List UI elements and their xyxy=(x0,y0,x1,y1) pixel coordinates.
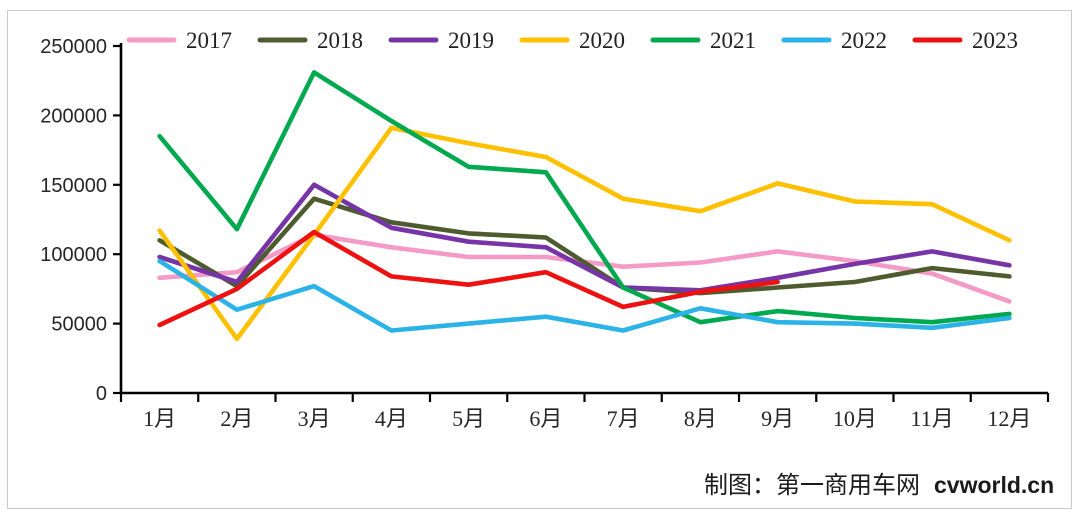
legend-item-2017: 2017 xyxy=(126,28,232,53)
month-label: 4月 xyxy=(375,406,408,431)
legend-item-2023: 2023 xyxy=(912,28,1018,53)
y-tick-label: 200000 xyxy=(40,105,107,127)
y-tick-label: 250000 xyxy=(40,36,107,58)
legend-item-2020: 2020 xyxy=(519,28,625,53)
chart-legend: 2017 2018 2019 2020 2021 2022 2023 xyxy=(126,28,1018,53)
month-label: 2月 xyxy=(220,406,253,431)
legend-item-2022: 2022 xyxy=(781,28,887,53)
caption-maker: 制图：第一商用车网 xyxy=(704,472,920,499)
figure-frame xyxy=(7,10,1072,509)
series-line-2019 xyxy=(157,182,1012,293)
series-line-2022 xyxy=(157,258,1012,333)
legend-label-2017: 2017 xyxy=(186,28,232,53)
y-tick-label: 100000 xyxy=(40,244,107,266)
series-line-2021 xyxy=(157,70,1012,325)
month-label: 7月 xyxy=(607,406,640,431)
legend-label-2019: 2019 xyxy=(448,28,494,53)
caption-site-link: cvworld.cn xyxy=(934,472,1054,498)
legend-label-2023: 2023 xyxy=(972,28,1018,53)
month-label: 1月 xyxy=(143,406,176,431)
series-line-2018 xyxy=(157,196,1012,296)
month-label: 12月 xyxy=(987,406,1031,431)
month-label: 5月 xyxy=(452,406,485,431)
month-label: 6月 xyxy=(529,406,562,431)
legend-item-2021: 2021 xyxy=(650,28,756,53)
month-label: 9月 xyxy=(761,406,794,431)
legend-item-2018: 2018 xyxy=(257,28,363,53)
series-line-2023 xyxy=(157,229,780,328)
legend-label-2022: 2022 xyxy=(841,28,887,53)
y-tick-label: 50000 xyxy=(51,314,107,336)
y-tick-label: 0 xyxy=(96,383,107,405)
y-tick-label: 150000 xyxy=(40,175,107,197)
series-line-2020 xyxy=(157,125,1012,342)
month-label: 3月 xyxy=(298,406,331,431)
legend-label-2021: 2021 xyxy=(710,28,756,53)
legend-label-2018: 2018 xyxy=(317,28,363,53)
month-label: 10月 xyxy=(833,406,877,431)
legend-item-2019: 2019 xyxy=(388,28,494,53)
month-label: 8月 xyxy=(684,406,717,431)
plot-area: 0 50000 100000 150000 200000 250000 1月 2月 3月 4月 5月… xyxy=(40,36,1050,431)
month-label: 11月 xyxy=(911,406,954,431)
legend-label-2020: 2020 xyxy=(579,28,625,53)
